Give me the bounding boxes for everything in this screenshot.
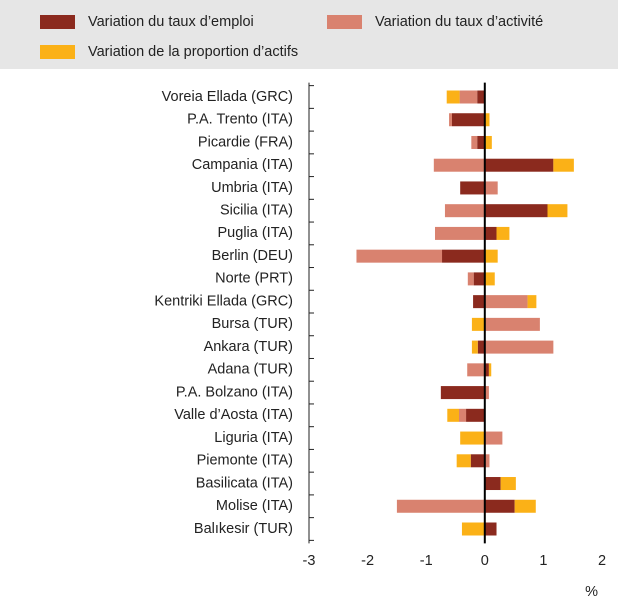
bar	[460, 431, 485, 445]
bar	[459, 90, 478, 104]
x-axis-label: %	[585, 584, 598, 598]
bar	[471, 135, 478, 149]
bar	[477, 90, 485, 104]
bar	[553, 158, 574, 172]
bar	[484, 522, 497, 536]
bar	[484, 135, 492, 149]
bar	[484, 431, 503, 445]
bar	[473, 295, 485, 309]
bar	[466, 408, 485, 422]
legend-label: Variation de la proportion d’actifs	[88, 44, 298, 60]
bar	[547, 204, 568, 218]
y-tick-label: Sicilia (ITA)	[220, 203, 293, 219]
legend-label: Variation du taux d’activité	[375, 14, 543, 30]
bar	[459, 408, 467, 422]
bar	[461, 522, 485, 536]
y-tick-label: Voreia Ellada (GRC)	[162, 89, 293, 105]
legend-background	[0, 0, 618, 69]
bar	[484, 499, 515, 513]
legend-label: Variation du taux d’emploi	[88, 14, 254, 30]
bar	[496, 226, 510, 240]
x-tick-label: -2	[361, 553, 374, 569]
bar	[484, 204, 548, 218]
bar	[471, 340, 478, 354]
bar	[484, 249, 498, 263]
bar	[484, 272, 495, 286]
bar	[447, 408, 460, 422]
bar	[471, 317, 485, 331]
bar	[488, 363, 492, 377]
bar	[484, 386, 489, 400]
bar	[514, 499, 536, 513]
bar	[442, 249, 485, 263]
legend-swatch	[40, 45, 75, 59]
y-tick-label: Kentriki Ellada (GRC)	[154, 293, 293, 309]
y-tick-label: Adana (TUR)	[208, 362, 293, 378]
y-tick-label: Basilicata (ITA)	[196, 475, 293, 491]
x-tick-label: 1	[539, 553, 547, 569]
bar	[440, 386, 485, 400]
bar	[456, 454, 471, 468]
bar	[484, 158, 554, 172]
bar	[473, 272, 485, 286]
bar	[477, 340, 485, 354]
bar	[484, 477, 501, 491]
y-tick-label: Picardie (FRA)	[198, 134, 293, 150]
y-tick-label: Norte (PRT)	[215, 271, 293, 287]
legend-swatch	[40, 15, 75, 29]
bar	[449, 113, 452, 127]
bar	[484, 226, 497, 240]
y-tick-label: Umbria (ITA)	[211, 180, 293, 196]
y-tick-label: Molise (ITA)	[216, 498, 293, 514]
bar	[527, 295, 537, 309]
y-tick-label: Campania (ITA)	[192, 157, 293, 173]
bar	[433, 158, 485, 172]
x-tick-label: -3	[303, 553, 316, 569]
bar	[356, 249, 443, 263]
bar	[484, 363, 489, 377]
bar	[470, 454, 485, 468]
bar	[484, 454, 490, 468]
y-tick-label: Puglia (ITA)	[218, 225, 293, 241]
bar	[484, 181, 498, 195]
y-tick-label: Bursa (TUR)	[212, 316, 293, 332]
bar	[434, 226, 485, 240]
x-tick-label: -1	[420, 553, 433, 569]
y-tick-label: Piemonte (ITA)	[197, 453, 293, 469]
bar	[484, 295, 528, 309]
bar	[467, 272, 474, 286]
bar	[444, 204, 485, 218]
y-tick-label: P.A. Trento (ITA)	[187, 112, 293, 128]
bar	[460, 181, 485, 195]
bar	[446, 90, 460, 104]
bar	[484, 317, 540, 331]
bar	[484, 340, 554, 354]
x-tick-label: 2	[598, 553, 606, 569]
y-tick-label: Balıkesir (TUR)	[194, 521, 293, 537]
y-tick-label: P.A. Bolzano (ITA)	[176, 384, 293, 400]
x-tick-label: 0	[481, 553, 489, 569]
y-tick-label: Liguria (ITA)	[214, 430, 293, 446]
y-tick-label: Valle d’Aosta (ITA)	[174, 407, 293, 423]
bar	[451, 113, 485, 127]
y-tick-label: Ankara (TUR)	[204, 339, 293, 355]
bar	[477, 135, 485, 149]
legend-swatch	[327, 15, 362, 29]
bar	[484, 113, 490, 127]
bar	[467, 363, 485, 377]
bar	[500, 477, 516, 491]
y-tick-label: Berlin (DEU)	[212, 248, 293, 264]
bar	[396, 499, 485, 513]
